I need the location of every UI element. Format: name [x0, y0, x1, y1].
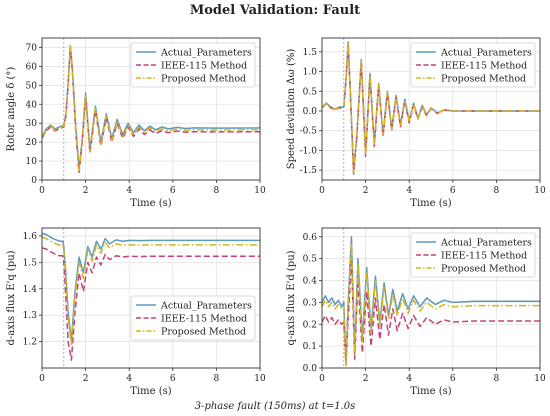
y-axis-label: Speed deviation Δω (%): [286, 49, 297, 170]
legend-label: IEEE-115 Method: [441, 61, 527, 72]
legend: Actual_Parameters IEEE-115 Method Proposed…: [410, 232, 536, 278]
x-tick-label: 2: [83, 186, 89, 196]
y-tick-label: 1.4: [23, 285, 38, 295]
plot-frame: [41, 227, 261, 369]
y-tick-label: 1.0: [303, 68, 318, 78]
x-axis-label: Time (s): [130, 386, 171, 397]
y-tick-label: 1.2: [23, 338, 37, 348]
x-tick-label: 6: [450, 374, 456, 384]
y-tick-label: 0: [31, 176, 37, 186]
legend-box: [410, 232, 536, 278]
x-tick-label: 10: [534, 186, 546, 196]
legend: Actual_Parameters IEEE-115 Method Proposed…: [410, 42, 536, 88]
series-line-proposed: [42, 45, 260, 172]
legend-label: Proposed Method: [161, 327, 246, 338]
series-line-ieee: [322, 257, 540, 365]
x-tick-label: 6: [170, 186, 176, 196]
y-tick-label: 0.5: [303, 255, 318, 265]
y-tick-label: 70: [26, 43, 38, 53]
x-axis-label: Time (s): [410, 386, 451, 397]
series-line-actual: [42, 232, 260, 343]
series-line-proposed: [322, 242, 540, 367]
legend-box: [130, 295, 256, 341]
figure-title: Model Validation: Fault: [190, 3, 360, 18]
y-tick-label: 60: [26, 62, 38, 72]
legend-label: Proposed Method: [441, 74, 526, 85]
x-tick-label: 0: [39, 186, 45, 196]
x-tick-label: 0: [39, 374, 45, 384]
x-axis-label: Time (s): [130, 198, 171, 209]
y-tick-label: 0.4: [303, 277, 318, 287]
y-tick-label: 0.1: [303, 342, 317, 352]
y-tick-label: 1.3: [23, 311, 38, 321]
x-tick-label: 4: [406, 186, 412, 196]
plot-frame: [41, 37, 261, 181]
figure-caption: 3-phase fault (150ms) at t=1.0s: [195, 401, 356, 412]
y-tick-label: 20: [26, 138, 38, 148]
legend-label: Actual_Parameters: [440, 238, 532, 249]
legend: Actual_Parameters IEEE-115 Method Proposed…: [130, 295, 256, 341]
y-tick-label: 30: [26, 119, 38, 129]
x-tick-label: 8: [494, 374, 500, 384]
y-tick-label: 40: [26, 100, 38, 110]
legend: Actual_Parameters IEEE-115 Method Proposed…: [130, 42, 256, 88]
x-tick-label: 10: [254, 374, 266, 384]
legend-label: Actual_Parameters: [160, 301, 252, 312]
chart-dflux: 0 2 4 6 8 10 1.2 1.3 1.4 1.5 1.6 Time (s) d-axis flu…: [6, 227, 266, 397]
x-tick-label: 4: [406, 374, 412, 384]
series-line-proposed: [42, 236, 260, 345]
x-tick-label: 10: [534, 374, 546, 384]
y-tick-label: 50: [26, 81, 38, 91]
x-tick-label: 6: [170, 374, 176, 384]
x-tick-label: 0: [319, 374, 325, 384]
legend-label: IEEE-115 Method: [441, 251, 527, 262]
x-tick-label: 4: [126, 186, 132, 196]
x-tick-label: 2: [363, 374, 369, 384]
chart-qflux: 0 2 4 6 8 10 0.0 0.1 0.2 0.3 0.4 0.5 0.6 Time (s) q-ax…: [286, 227, 546, 397]
y-tick-label: 1.6: [23, 232, 38, 242]
legend-label: Actual_Parameters: [440, 48, 532, 59]
series-line-ieee: [42, 247, 260, 361]
legend-label: Proposed Method: [161, 74, 246, 85]
x-tick-label: 4: [126, 374, 132, 384]
legend-label: IEEE-115 Method: [161, 314, 247, 325]
y-axis-label: Rotor angle δ (°): [6, 67, 17, 152]
plot-frame: [321, 227, 541, 369]
x-tick-label: 10: [254, 186, 266, 196]
y-tick-label: 0.0: [303, 107, 318, 117]
y-tick-label: 1.5: [303, 48, 318, 58]
legend-label: Actual_Parameters: [160, 48, 252, 59]
x-tick-label: 8: [494, 186, 500, 196]
y-axis-label: d-axis flux E'q (pu): [6, 250, 17, 345]
legend-box: [410, 42, 536, 88]
y-tick-label: 0.0: [303, 364, 318, 374]
chart-speed: 0 2 4 6 8 10 -1.5 -1.0 -0.5 0.0 0.5 1.0 1.5 Time (s) S…: [286, 37, 546, 209]
legend-label: Proposed Method: [441, 264, 526, 275]
y-tick-label: 0.5: [303, 87, 318, 97]
y-tick-label: -1.0: [300, 146, 318, 156]
y-tick-label: -0.5: [300, 127, 318, 137]
legend-label: IEEE-115 Method: [161, 61, 247, 72]
x-tick-label: 8: [214, 186, 220, 196]
x-tick-label: 2: [83, 374, 89, 384]
y-tick-label: 1.5: [23, 258, 38, 268]
y-tick-label: 0.6: [303, 233, 318, 243]
y-tick-label: 10: [26, 157, 38, 167]
legend-box: [130, 42, 256, 88]
x-tick-label: 2: [363, 186, 369, 196]
x-axis-label: Time (s): [410, 198, 451, 209]
y-tick-label: 0.2: [303, 320, 317, 330]
plot-frame: [321, 37, 541, 181]
y-tick-label: 0.3: [303, 298, 318, 308]
series-line-proposed: [322, 42, 540, 174]
x-tick-label: 8: [214, 374, 220, 384]
y-tick-label: -1.5: [300, 166, 318, 176]
chart-rotor: 0 2 4 6 8 10 0 10 20 30 40 50 60 70 Time (s) Rotor angl…: [6, 37, 266, 209]
x-tick-label: 0: [319, 186, 325, 196]
y-axis-label: q-axis flux E'd (pu): [286, 250, 297, 345]
x-tick-label: 6: [450, 186, 456, 196]
